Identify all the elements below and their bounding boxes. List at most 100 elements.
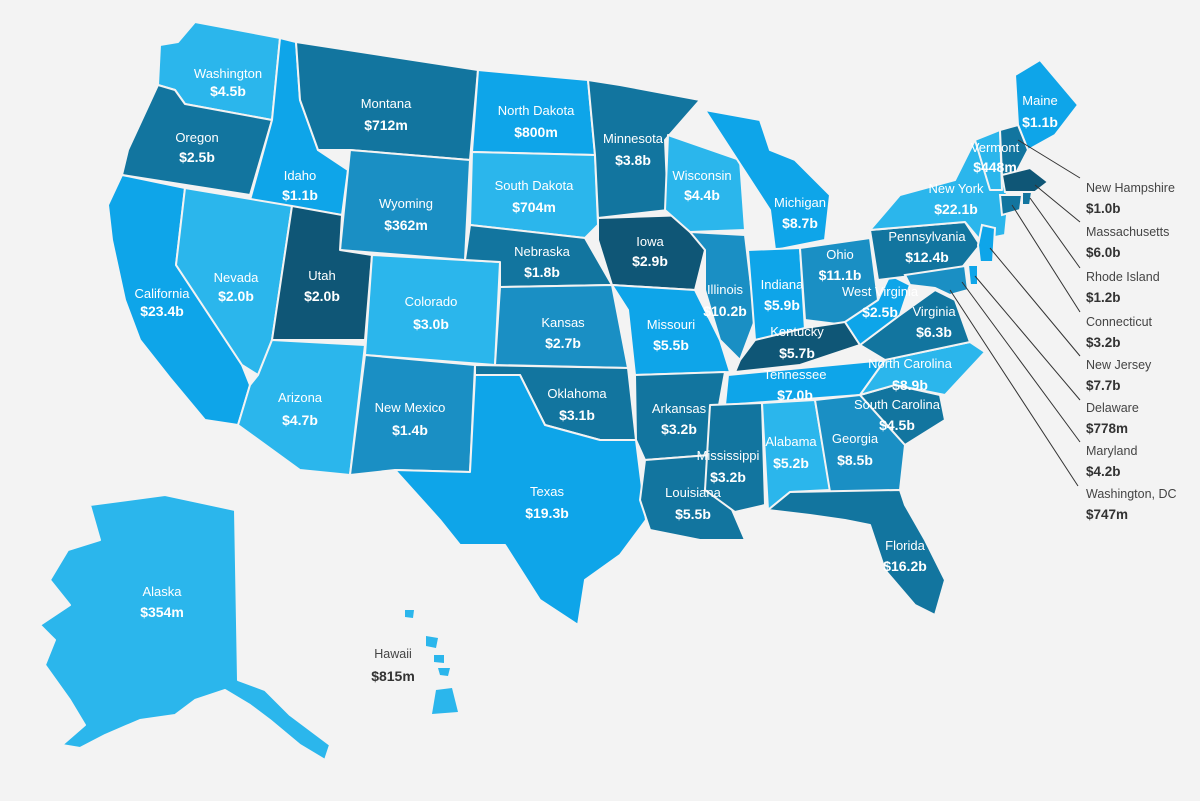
state-wyoming[interactable] xyxy=(339,149,471,261)
state-florida[interactable] xyxy=(767,489,946,616)
label-michigan-name: Michigan xyxy=(774,195,826,210)
label-ohio-name: Ohio xyxy=(826,247,853,262)
callout-6-name: Maryland xyxy=(1086,444,1137,458)
hawaii-island-4 xyxy=(438,668,450,676)
hawaii-island-1 xyxy=(405,610,414,618)
label-indiana-value: $5.9b xyxy=(764,297,800,313)
state-vermont[interactable] xyxy=(974,129,1003,191)
label-ohio-value: $11.1b xyxy=(819,267,862,283)
state-colorado[interactable] xyxy=(364,254,501,366)
state-new-jersey-shape[interactable] xyxy=(976,223,997,263)
label-idaho-value: $1.1b xyxy=(282,187,318,203)
callout-5-value: $778m xyxy=(1086,421,1128,436)
callout-7-name: Washington, DC xyxy=(1086,487,1177,501)
label-minnesota-name: Minnesota xyxy=(603,131,664,146)
label-colorado-value: $3.0b xyxy=(413,316,449,332)
state-shapes xyxy=(107,21,1079,626)
state-delaware-shape[interactable] xyxy=(966,264,979,286)
hawaii-island-5 xyxy=(432,688,458,714)
leader-connecticut xyxy=(1011,204,1081,313)
callout-6-value: $4.2b xyxy=(1086,464,1121,479)
label-maine-name: Maine xyxy=(1022,93,1057,108)
label-south_dakota-value: $704m xyxy=(512,199,556,215)
state-maryland-shape[interactable] xyxy=(903,264,970,297)
label-mississippi-name: Mississippi xyxy=(697,448,760,463)
label-nebraska-name: Nebraska xyxy=(514,244,570,259)
leader-maryland xyxy=(961,281,1081,443)
leader-massachusetts xyxy=(1034,184,1081,223)
label-pennsylvania-value: $12.4b xyxy=(905,249,949,265)
state-illinois[interactable] xyxy=(689,231,756,361)
label-oregon-name: Oregon xyxy=(175,130,218,145)
label-indiana-name: Indiana xyxy=(761,277,804,292)
state-new-hampshire-shape[interactable] xyxy=(998,123,1030,176)
label-illinois-value: $10.2b xyxy=(703,303,747,319)
label-montana-value: $712m xyxy=(364,117,408,133)
label-georgia-value: $8.5b xyxy=(837,452,873,468)
callout-2-name: Rhode Island xyxy=(1086,270,1160,284)
state-mississippi[interactable] xyxy=(704,402,766,513)
label-alaska-name: Alaska xyxy=(142,584,182,599)
callout-2-value: $1.2b xyxy=(1086,290,1121,305)
state-arizona[interactable] xyxy=(237,339,366,476)
leader-washington-dc xyxy=(949,289,1079,487)
label-north_dakota-value: $800m xyxy=(514,124,558,140)
label-minnesota-value: $3.8b xyxy=(615,152,651,168)
label-wisconsin-name: Wisconsin xyxy=(672,168,731,183)
label-florida-value: $16.2b xyxy=(883,558,927,574)
hawaii-island-3 xyxy=(434,655,444,663)
label-west_virginia-name: West Virginia xyxy=(842,284,919,299)
state-missouri[interactable] xyxy=(611,284,731,376)
label-missouri-value: $5.5b xyxy=(653,337,689,353)
leader-new-jersey xyxy=(989,247,1081,357)
label-kentucky-name: Kentucky xyxy=(770,324,824,339)
label-tennessee-name: Tennessee xyxy=(764,367,827,382)
label-missouri-name: Missouri xyxy=(647,317,696,332)
label-oregon-value: $2.5b xyxy=(179,149,215,165)
state-south_dakota[interactable] xyxy=(469,151,599,239)
label-alabama-name: Alabama xyxy=(765,434,817,449)
label-illinois-name: Illinois xyxy=(707,282,744,297)
label-texas-value: $19.3b xyxy=(525,505,569,521)
label-hawaii-value: $815m xyxy=(371,668,415,684)
label-arkansas-name: Arkansas xyxy=(652,401,707,416)
callout-3-name: Connecticut xyxy=(1086,315,1153,329)
label-montana-name: Montana xyxy=(361,96,412,111)
state-alaska[interactable] xyxy=(39,494,331,761)
state-new_mexico[interactable] xyxy=(349,354,476,476)
state-michigan[interactable] xyxy=(704,109,831,251)
label-virginia-value: $6.3b xyxy=(916,324,952,340)
state-connecticut-shape[interactable] xyxy=(998,194,1024,217)
label-georgia-name: Georgia xyxy=(832,431,879,446)
state-labels: Washington $4.5b Oregon $2.5b California… xyxy=(135,66,1058,620)
callout-4-name: New Jersey xyxy=(1086,358,1152,372)
state-georgia[interactable] xyxy=(814,394,906,493)
label-louisiana-name: Louisiana xyxy=(665,485,721,500)
state-texas[interactable] xyxy=(394,374,647,626)
callout-3-value: $3.2b xyxy=(1086,335,1121,350)
label-alaska-value: $354m xyxy=(140,604,184,620)
label-idaho-name: Idaho xyxy=(284,168,317,183)
label-south_carolina-name: South Carolina xyxy=(854,397,941,412)
label-new_mexico-name: New Mexico xyxy=(375,400,446,415)
label-arizona-name: Arizona xyxy=(278,390,323,405)
leader-new-hampshire xyxy=(1017,139,1081,179)
label-kansas-value: $2.7b xyxy=(545,335,581,351)
label-louisiana-value: $5.5b xyxy=(675,506,711,522)
label-virginia-name: Virginia xyxy=(912,304,956,319)
label-california-name: California xyxy=(135,286,191,301)
callout-4-value: $7.7b xyxy=(1086,378,1121,393)
label-maine-value: $1.1b xyxy=(1022,114,1058,130)
label-vermont-value: $448m xyxy=(973,159,1017,175)
label-north_carolina-name: North Carolina xyxy=(868,356,953,371)
leader-rhode-island xyxy=(1029,197,1081,269)
label-utah-value: $2.0b xyxy=(304,288,340,304)
label-florida-name: Florida xyxy=(885,538,926,553)
leader-delaware xyxy=(974,275,1081,401)
label-vermont-name: Vermont xyxy=(971,140,1020,155)
label-oklahoma-name: Oklahoma xyxy=(547,386,607,401)
label-south_carolina-value: $4.5b xyxy=(879,417,915,433)
label-north_carolina-value: $8.9b xyxy=(892,377,928,393)
state-wisconsin[interactable] xyxy=(664,134,746,233)
label-new_york-value: $22.1b xyxy=(934,201,978,217)
